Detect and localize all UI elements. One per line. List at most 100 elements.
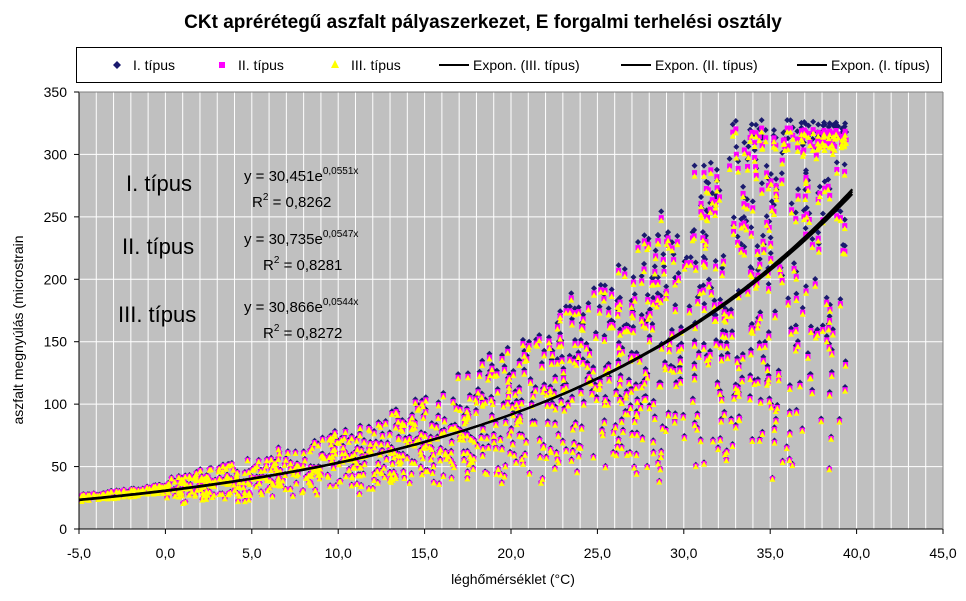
point-type-3 [172,493,179,499]
point-type-3 [272,465,279,472]
point-type-3 [300,463,307,469]
point-type-1 [651,263,658,270]
point-type-2 [813,152,819,158]
point-type-3 [513,460,520,466]
point-type-1 [672,302,679,309]
point-type-3 [700,461,707,467]
point-type-3 [234,470,241,476]
point-type-3 [464,374,471,381]
point-type-3 [387,450,394,456]
point-type-3 [620,429,627,435]
point-type-3 [497,437,504,443]
point-type-3 [833,131,840,137]
x-tick-label: -5,0 [67,545,91,561]
annotation-type-2-equation: y = 30,735e0,0547x [244,229,358,248]
diamond-marker-icon [103,58,131,72]
point-type-3 [417,464,424,471]
point-type-3 [833,215,840,222]
point-type-3 [744,167,751,173]
point-type-3 [378,470,385,477]
point-type-3 [339,450,346,457]
point-type-3 [578,426,585,432]
point-type-1 [758,117,765,124]
point-type-3 [758,129,765,135]
point-type-2 [733,126,739,132]
point-type-3 [178,476,185,482]
legend-item-type-3: III. típus [321,57,401,73]
point-type-3 [638,384,645,391]
point-type-3 [206,467,213,473]
point-type-1 [741,139,748,146]
point-type-3 [794,148,801,154]
point-type-3 [829,151,836,157]
point-type-3 [455,375,462,382]
point-type-3 [566,310,573,316]
point-type-3 [389,461,396,467]
point-type-3 [657,466,664,473]
point-type-3 [747,396,754,403]
point-type-3 [632,385,639,391]
point-type-2 [658,215,664,221]
point-type-3 [578,325,585,332]
point-type-1 [810,118,817,125]
point-type-3 [730,231,737,237]
point-type-3 [430,479,437,486]
point-type-3 [571,441,578,447]
point-type-1 [683,254,690,261]
point-type-1 [841,242,848,249]
point-type-3 [770,211,777,217]
point-type-3 [245,497,252,503]
point-type-3 [453,406,460,412]
point-type-1 [765,280,772,287]
point-type-3 [479,453,486,459]
point-type-3 [392,473,399,479]
point-type-1 [650,294,657,301]
point-type-3 [257,489,264,495]
point-type-3 [813,155,820,162]
point-type-2 [803,129,809,135]
point-type-3 [543,392,550,398]
point-type-1 [754,243,761,250]
point-type-1 [773,175,780,182]
point-type-3 [371,430,378,437]
point-type-3 [461,420,468,427]
point-type-3 [451,464,458,471]
chart-title: CKt aprérétegű aszfalt pályaszerkezet, E… [184,12,782,33]
point-type-3 [658,454,665,460]
point-type-3 [623,392,630,398]
point-type-3 [767,181,774,187]
point-type-3 [392,424,399,431]
point-type-3 [554,457,561,463]
point-type-3 [379,433,386,439]
point-type-1 [631,291,638,298]
point-type-3 [644,298,651,305]
point-type-3 [344,454,351,460]
point-type-2 [794,136,800,142]
point-type-3 [197,467,204,474]
point-type-3 [270,482,277,488]
point-type-3 [826,132,833,138]
x-tick-label: 30,0 [670,545,697,561]
point-type-3 [663,290,670,297]
point-type-3 [707,209,714,215]
point-type-3 [460,432,467,439]
point-type-3 [575,310,582,317]
point-type-3 [300,450,307,457]
point-type-3 [557,336,564,342]
point-type-3 [342,429,349,436]
point-type-3 [250,467,257,473]
point-type-2 [698,209,704,215]
point-type-2 [825,183,831,189]
point-type-3 [180,500,187,507]
point-type-3 [404,455,411,462]
point-type-2 [784,125,790,131]
point-type-3 [478,394,485,400]
point-type-3 [739,378,746,385]
point-type-3 [175,474,182,481]
point-type-3 [411,460,418,466]
point-type-3 [615,438,622,444]
point-type-3 [712,212,719,219]
point-type-3 [759,145,766,151]
point-type-3 [743,226,750,233]
point-type-3 [171,479,178,485]
